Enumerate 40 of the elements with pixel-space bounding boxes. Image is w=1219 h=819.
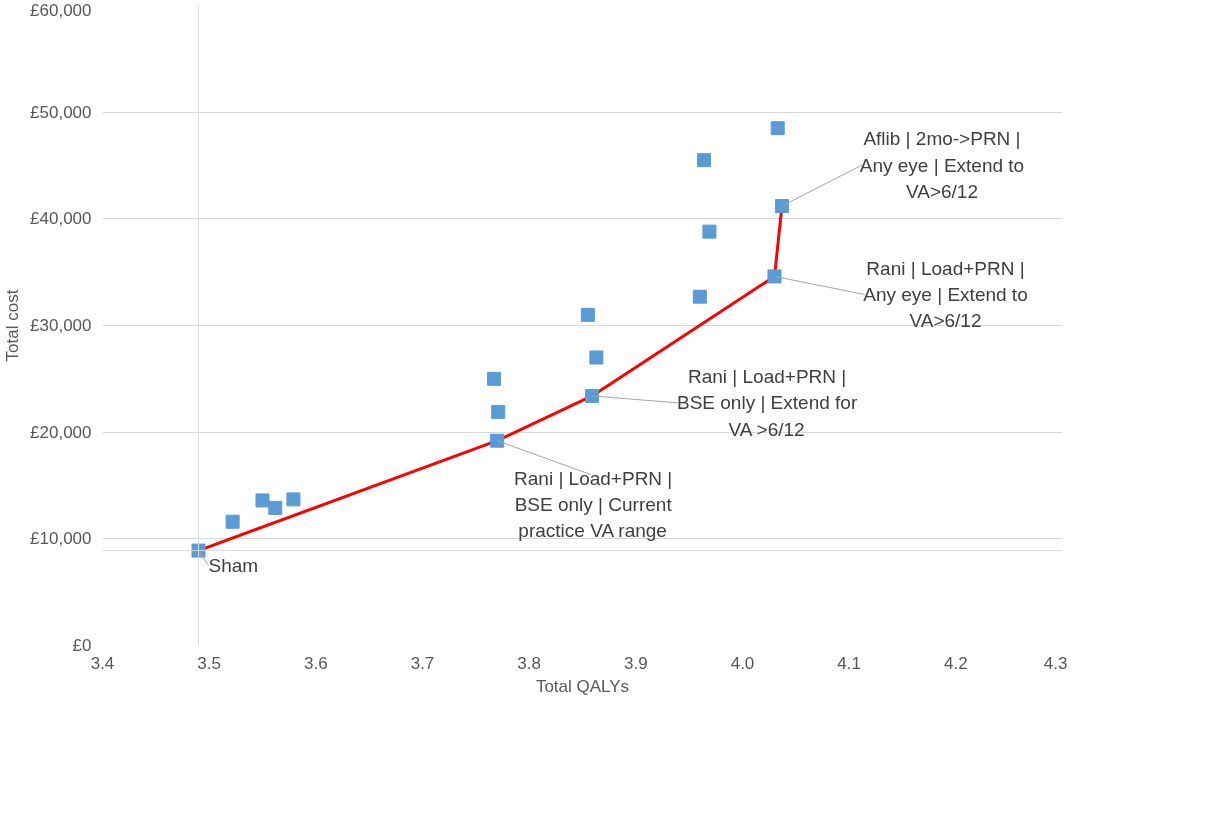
annotation: Sham (208, 555, 259, 577)
y-tick-label: £30,000 (30, 316, 92, 335)
x-tick-label: 3.4 (90, 653, 115, 673)
annotation: Aflib | 2mo->PRN | Any eye | Extend to VA>6/12 (859, 128, 1025, 202)
x-axis-title: Total QALYs (535, 676, 630, 696)
x-tick-label: 3.7 (410, 653, 435, 673)
x-tick-label: 3.8 (517, 653, 541, 673)
point (255, 493, 270, 508)
y-axis-title: Total cost (3, 289, 23, 362)
point (702, 224, 717, 239)
x-tick-label: 4.3 (1043, 653, 1068, 673)
point (491, 404, 506, 419)
y-tick-label: £50,000 (30, 102, 92, 122)
point (589, 350, 604, 365)
point (767, 269, 782, 284)
point (490, 433, 505, 448)
x-tick-label: 3.6 (304, 653, 328, 673)
x-tick-label: 4.1 (837, 653, 861, 673)
y-tick-label: £40,000 (30, 209, 92, 229)
point (774, 199, 789, 214)
y-tick-label: £0 (72, 636, 92, 655)
point (225, 514, 240, 529)
point (268, 500, 283, 515)
point (697, 153, 712, 168)
point (585, 388, 600, 403)
point (770, 121, 785, 136)
point (486, 371, 501, 386)
annotation: Rani | Load+PRN | BSE only | Extend for VA >6/12 (676, 366, 858, 440)
y-tick-label: £20,000 (30, 422, 92, 442)
x-tick-label: 4.2 (944, 653, 968, 673)
x-tick-label: 3.5 (197, 653, 221, 673)
x-tick-label: 4.0 (730, 653, 755, 673)
annotation: Rani | Load+PRN | Any eye | Extend to VA>6/12 (863, 257, 1028, 332)
point (286, 492, 301, 507)
point (580, 307, 595, 322)
y-tick-label: £60,000 (30, 0, 92, 20)
y-tick-label: £10,000 (30, 529, 92, 549)
annotation: Rani | Load+PRN | BSE only | Current practice VA range (514, 467, 673, 542)
point (692, 289, 707, 304)
x-tick-label: 3.9 (624, 653, 648, 673)
